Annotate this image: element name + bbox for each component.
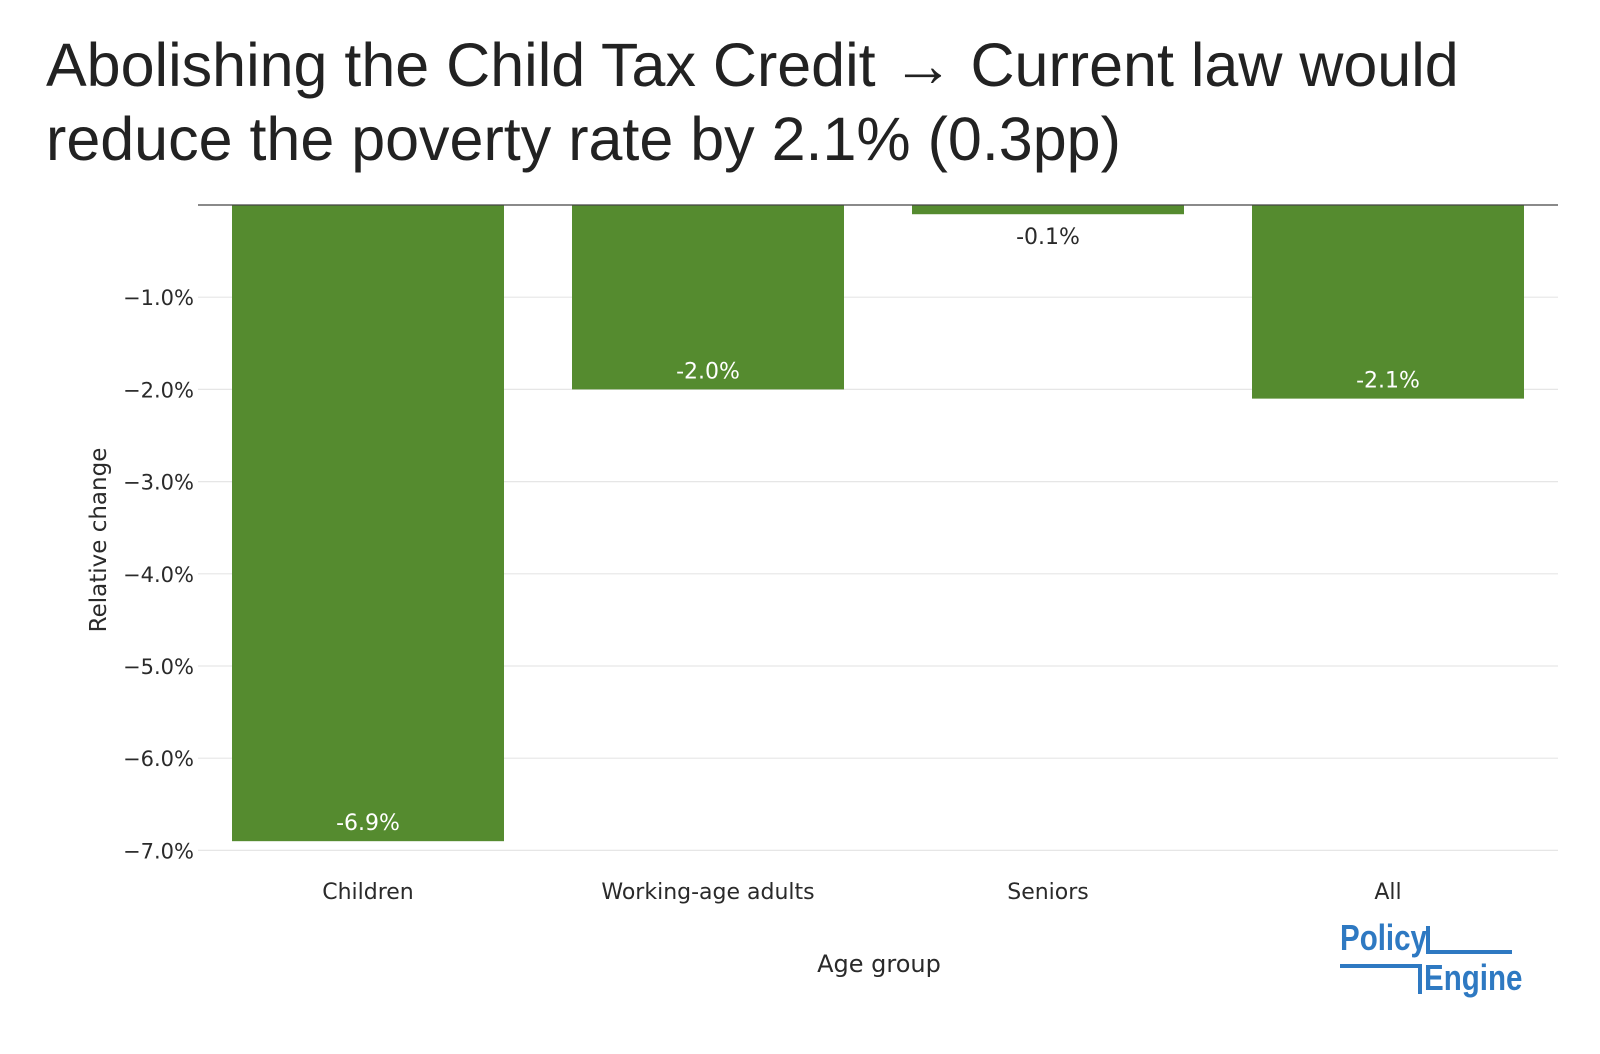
- bar: [572, 205, 844, 390]
- bar-data-label: -2.0%: [676, 359, 740, 384]
- bar: [232, 205, 504, 842]
- logo-line-vertical-bottom: [1418, 964, 1422, 994]
- bar: [912, 205, 1184, 215]
- bar: [1252, 205, 1524, 399]
- y-tick-label: −4.0%: [123, 563, 194, 587]
- x-tick-label: Children: [322, 880, 414, 905]
- x-tick-label: Seniors: [1007, 880, 1089, 905]
- logo-line-horizontal-top: [1426, 950, 1512, 954]
- logo-word-policy: Policy: [1340, 917, 1427, 958]
- bar-data-label: -6.9%: [336, 811, 400, 836]
- y-tick-label: −6.0%: [123, 747, 194, 771]
- logo-word-engine: Engine: [1424, 957, 1523, 998]
- chart-title: Abolishing the Child Tax Credit → Curren…: [46, 28, 1526, 176]
- policyengine-logo: Policy Engine: [1338, 917, 1522, 1004]
- chart-title-line-2: reduce the poverty rate by 2.1% (0.3pp): [46, 105, 1121, 173]
- bar-data-labels: -6.9% -2.0% -0.1% -2.1%: [336, 225, 1420, 836]
- x-tick-label: All: [1374, 880, 1401, 905]
- chart-title-line-1: Abolishing the Child Tax Credit → Curren…: [46, 31, 1459, 99]
- x-tick-label: Working-age adults: [601, 880, 814, 905]
- bar-data-label: -2.1%: [1356, 369, 1420, 394]
- y-tick-labels: −1.0% −2.0% −3.0% −4.0% −5.0% −6.0% −7.0%: [123, 286, 194, 863]
- logo-line-vertical-top: [1426, 926, 1430, 954]
- y-tick-label: −5.0%: [123, 655, 194, 679]
- logo-line-horizontal-bottom: [1340, 964, 1420, 968]
- y-tick-label: −2.0%: [123, 378, 194, 402]
- y-tick-label: −3.0%: [123, 471, 194, 495]
- x-axis-title: Age group: [817, 950, 941, 978]
- bar-data-label: -0.1%: [1016, 225, 1080, 250]
- bars: [232, 205, 1524, 842]
- y-axis-title: Relative change: [86, 448, 112, 633]
- y-tick-label: −1.0%: [123, 286, 194, 310]
- x-tick-labels: Children Working-age adults Seniors All: [322, 880, 1401, 905]
- y-tick-label: −7.0%: [123, 839, 194, 863]
